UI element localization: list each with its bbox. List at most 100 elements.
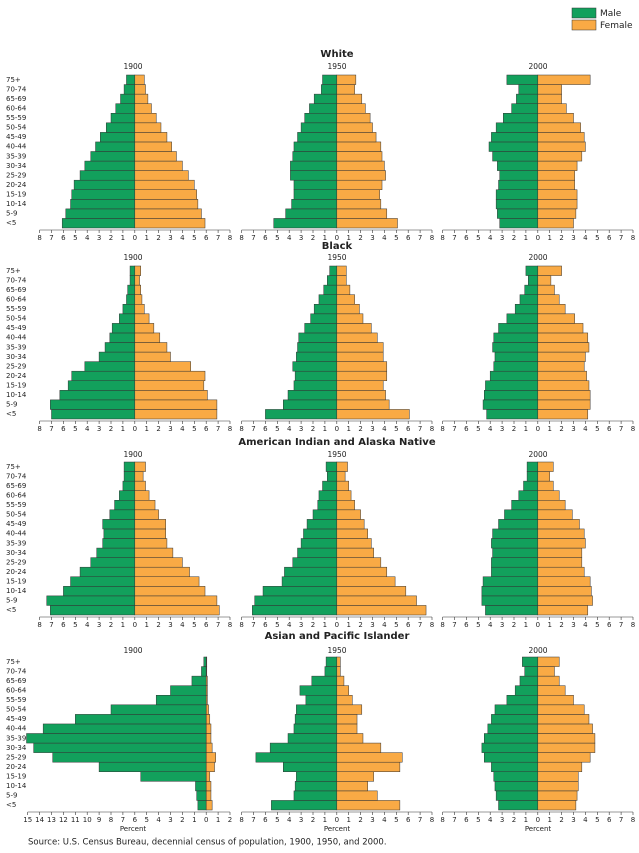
x-tick-label: 5 xyxy=(476,425,480,433)
x-tick-label: 0 xyxy=(335,425,339,433)
male-bar xyxy=(526,471,539,482)
x-tick-label: 6 xyxy=(607,816,612,824)
x-tick-label: 0 xyxy=(335,816,339,824)
female-bar xyxy=(537,122,581,133)
female-bar xyxy=(134,189,197,200)
x-tick-label: 5 xyxy=(73,621,77,629)
male-bar xyxy=(321,84,338,95)
x-tick-label: 4 xyxy=(180,234,185,242)
x-tick-label: 7 xyxy=(418,425,422,433)
female-bar xyxy=(336,576,396,587)
x-tick-label: 1 xyxy=(216,816,220,824)
x-tick-label: 8 xyxy=(239,816,243,824)
female-bar xyxy=(537,528,585,539)
female-bar xyxy=(336,390,386,401)
male-bar xyxy=(298,332,338,343)
x-tick-label: 2 xyxy=(358,234,362,242)
male-bar xyxy=(51,409,136,420)
female-bar xyxy=(537,800,577,811)
male-bar xyxy=(294,781,338,792)
male-bar xyxy=(110,704,207,715)
female-bar xyxy=(205,800,213,811)
female-bar xyxy=(134,160,183,171)
x-tick-label: 3 xyxy=(500,234,504,242)
x-tick-label: 2 xyxy=(156,234,160,242)
female-bar xyxy=(134,294,143,305)
x-tick-label: 4 xyxy=(180,425,185,433)
female-bar xyxy=(537,752,591,763)
age-label: 5-9 xyxy=(6,401,17,409)
male-bar xyxy=(492,528,539,539)
male-bar xyxy=(524,284,539,295)
x-tick-label: 6 xyxy=(464,816,469,824)
female-bar xyxy=(537,218,574,229)
male-bar xyxy=(329,265,338,276)
x-tick-label: 5 xyxy=(73,425,77,433)
male-bar xyxy=(84,160,136,171)
x-tick-label: 8 xyxy=(228,425,232,433)
female-bar xyxy=(205,685,208,696)
group-title: Asian and Pacific Islander xyxy=(265,631,410,642)
male-bar xyxy=(170,685,207,696)
female-bar xyxy=(134,141,172,152)
female-bar xyxy=(537,84,562,95)
x-tick-label: 6 xyxy=(406,234,411,242)
age-label: 20-24 xyxy=(6,372,27,380)
female-bar xyxy=(537,390,591,401)
male-bar xyxy=(252,605,338,616)
x-tick-label: 11 xyxy=(71,816,80,824)
male-bar xyxy=(109,509,136,520)
female-bar xyxy=(537,656,560,667)
male-bar xyxy=(155,695,207,706)
female-bar xyxy=(336,781,368,792)
group-title: White xyxy=(320,49,353,60)
female-bar xyxy=(336,500,355,511)
male-bar xyxy=(318,490,338,501)
female-bar xyxy=(336,370,388,381)
male-bar xyxy=(296,351,338,362)
x-tick-label: 4 xyxy=(583,425,588,433)
female-bar xyxy=(134,586,206,597)
male-bar xyxy=(79,170,136,181)
male-bar xyxy=(50,399,136,410)
female-bar xyxy=(537,761,583,772)
x-tick-label: 3 xyxy=(571,621,575,629)
male-bar xyxy=(492,342,539,353)
male-bar xyxy=(287,390,338,401)
male-bar xyxy=(494,351,539,362)
female-bar xyxy=(336,218,398,229)
male-bar xyxy=(255,752,338,763)
male-bar xyxy=(494,704,539,715)
group-title: American Indian and Alaska Native xyxy=(238,437,435,448)
male-bar xyxy=(491,557,539,568)
male-bar xyxy=(100,132,136,143)
male-bar xyxy=(506,695,539,706)
female-bar xyxy=(134,399,218,410)
x-tick-label: 1 xyxy=(547,234,551,242)
male-bar xyxy=(511,500,539,511)
male-bar xyxy=(486,409,539,420)
female-bar xyxy=(134,323,155,334)
age-label: 35-39 xyxy=(6,734,26,742)
age-label: 55-59 xyxy=(6,114,26,122)
x-tick-label: 8 xyxy=(430,234,434,242)
female-bar xyxy=(336,103,366,114)
female-bar xyxy=(537,538,586,549)
male-bar xyxy=(503,113,539,124)
x-tick-label: 3 xyxy=(571,816,575,824)
male-bar xyxy=(293,790,338,801)
male-bar xyxy=(102,538,136,549)
x-tick-label: 1 xyxy=(121,234,125,242)
age-label: 75+ xyxy=(6,463,21,471)
x-tick-label: 12 xyxy=(59,816,68,824)
female-bar xyxy=(336,771,374,782)
x-tick-label: 5 xyxy=(476,234,480,242)
male-bar xyxy=(491,538,539,549)
x-tick-label: 7 xyxy=(216,234,220,242)
x-tick-label: 4 xyxy=(382,816,387,824)
female-bar xyxy=(537,695,574,706)
male-bar xyxy=(293,141,338,152)
female-bar xyxy=(134,179,195,190)
x-tick-label: 1 xyxy=(144,234,148,242)
